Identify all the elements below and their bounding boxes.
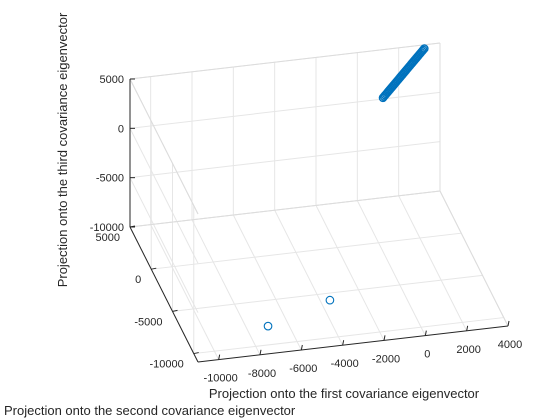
z-tick-label: -5000 bbox=[96, 173, 124, 185]
z-axis-label: Projection onto the third covariance eig… bbox=[55, 12, 70, 287]
floor-grid-x bbox=[191, 219, 261, 356]
floor-grid-y bbox=[193, 317, 504, 355]
y-axis-line bbox=[129, 226, 199, 363]
cluster-point bbox=[417, 46, 427, 56]
floor-grid-x bbox=[150, 224, 220, 360]
cluster-point bbox=[418, 45, 428, 55]
y-tick-label: -10000 bbox=[149, 359, 183, 371]
x-tick-mark bbox=[383, 335, 386, 341]
y-tick-mark bbox=[172, 309, 178, 312]
sidewall-grid-z bbox=[129, 177, 199, 313]
backwall-grid-z bbox=[129, 91, 441, 129]
y-tick-label: 0 bbox=[135, 274, 141, 286]
sidewall-grid-z bbox=[129, 128, 199, 264]
x-tick-mark bbox=[342, 340, 345, 346]
points-layer bbox=[263, 44, 429, 331]
x-tick-mark bbox=[466, 325, 469, 331]
x-tick-label: -10000 bbox=[204, 373, 238, 385]
box-edge bbox=[129, 78, 199, 215]
x-tick-label: 4000 bbox=[498, 339, 522, 351]
data-point bbox=[263, 321, 273, 331]
box-edge bbox=[439, 190, 509, 327]
floor-grid-x bbox=[232, 214, 302, 351]
x-tick-label: 0 bbox=[424, 349, 430, 361]
backwall-grid-z bbox=[129, 141, 441, 179]
floor-grid-x bbox=[398, 195, 468, 332]
floor-grid-y bbox=[151, 232, 462, 270]
floor-grid-x bbox=[315, 205, 385, 341]
box-edge bbox=[129, 42, 441, 80]
x-tick-label: -6000 bbox=[289, 363, 317, 375]
axis-layer bbox=[129, 79, 509, 363]
x-tick-label: -2000 bbox=[372, 353, 400, 365]
grid-layer bbox=[129, 42, 509, 363]
z-tick-label: 0 bbox=[118, 123, 124, 135]
floor-grid-y bbox=[172, 274, 483, 312]
x-tick-mark bbox=[424, 330, 427, 336]
z-tick-label: -10000 bbox=[90, 222, 124, 234]
y-tick-label: -5000 bbox=[134, 316, 162, 328]
x-tick-mark bbox=[218, 354, 221, 360]
data-point bbox=[325, 295, 335, 305]
x-tick-label: -4000 bbox=[331, 358, 359, 370]
x-tick-mark bbox=[507, 320, 510, 327]
y-axis-label: Projection onto the second covariance ei… bbox=[4, 403, 296, 418]
x-axis-line bbox=[197, 325, 509, 363]
z-tick-label: 5000 bbox=[100, 74, 124, 86]
x-tick-mark bbox=[259, 349, 262, 355]
cluster-point bbox=[420, 44, 429, 53]
y-tick-label: 5000 bbox=[96, 232, 120, 244]
y-tick-mark bbox=[151, 267, 157, 270]
x-axis-label: Projection onto the first covariance eig… bbox=[209, 386, 480, 401]
x-tick-label: -8000 bbox=[248, 368, 276, 380]
box-edge bbox=[129, 190, 441, 228]
ticks-layer: -10000 -8000 -6000 -4000 -2000 0 2000 4000 -1000… bbox=[90, 74, 523, 385]
floor-grid-x bbox=[274, 209, 344, 346]
x-tick-mark bbox=[300, 344, 303, 351]
y-tick-mark bbox=[193, 352, 199, 355]
x-tick-label: 2000 bbox=[456, 344, 480, 356]
floor-grid-x bbox=[356, 200, 426, 336]
